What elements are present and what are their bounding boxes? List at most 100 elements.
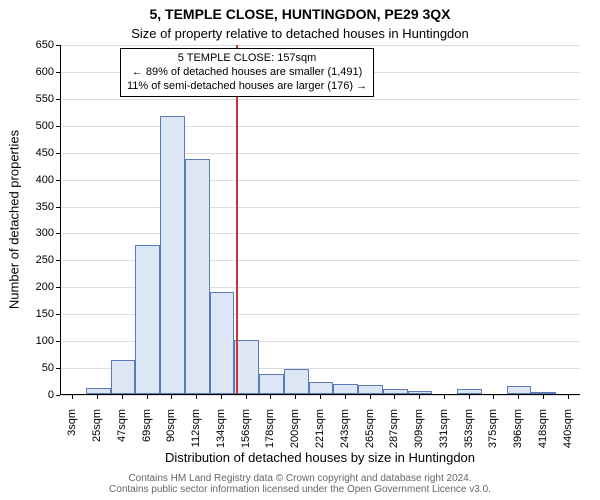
gridline xyxy=(61,126,580,127)
x-tick-label: 3sqm xyxy=(66,409,78,459)
y-tick-label: 550 xyxy=(24,93,54,105)
gridline xyxy=(61,99,580,100)
y-tick-mark xyxy=(56,126,60,127)
x-tick-label: 200sqm xyxy=(289,409,301,459)
x-tick-mark xyxy=(147,395,148,399)
histogram-bar xyxy=(507,386,532,394)
x-tick-label: 353sqm xyxy=(463,409,475,459)
x-tick-mark xyxy=(122,395,123,399)
x-tick-label: 396sqm xyxy=(512,409,524,459)
histogram-bar xyxy=(210,292,235,394)
histogram-bar xyxy=(111,360,136,394)
y-axis-title: Number of detached properties xyxy=(7,45,22,395)
x-tick-mark xyxy=(394,395,395,399)
x-tick-label: 418sqm xyxy=(537,409,549,459)
histogram-bar xyxy=(259,374,284,394)
histogram-bar xyxy=(408,391,433,394)
histogram-bar xyxy=(457,389,482,394)
histogram-bar xyxy=(333,384,358,394)
y-tick-mark xyxy=(56,260,60,261)
x-tick-mark xyxy=(493,395,494,399)
x-tick-mark xyxy=(543,395,544,399)
y-tick-mark xyxy=(56,287,60,288)
histogram-bar xyxy=(160,116,185,394)
x-tick-label: 375sqm xyxy=(487,409,499,459)
y-tick-label: 0 xyxy=(24,389,54,401)
y-tick-label: 200 xyxy=(24,281,54,293)
annotation-line: 5 TEMPLE CLOSE: 157sqm xyxy=(127,52,367,66)
y-tick-label: 50 xyxy=(24,362,54,374)
x-tick-mark xyxy=(370,395,371,399)
y-tick-mark xyxy=(56,233,60,234)
x-tick-mark xyxy=(270,395,271,399)
histogram-bar xyxy=(309,382,334,394)
histogram-bar xyxy=(185,159,210,394)
y-tick-label: 450 xyxy=(24,147,54,159)
gridline xyxy=(61,153,580,154)
x-tick-mark xyxy=(320,395,321,399)
x-tick-label: 112sqm xyxy=(190,409,202,459)
x-tick-label: 265sqm xyxy=(364,409,376,459)
histogram-bar xyxy=(383,389,408,394)
y-tick-mark xyxy=(56,341,60,342)
y-tick-mark xyxy=(56,45,60,46)
x-tick-label: 47sqm xyxy=(116,409,128,459)
x-tick-mark xyxy=(97,395,98,399)
footer: Contains HM Land Registry data © Crown c… xyxy=(0,473,600,495)
footer-line: Contains HM Land Registry data © Crown c… xyxy=(0,473,600,484)
annotation-line: ← 89% of detached houses are smaller (1,… xyxy=(127,66,367,80)
x-tick-label: 287sqm xyxy=(388,409,400,459)
histogram-bar xyxy=(531,392,556,394)
plot-area xyxy=(60,45,580,395)
x-tick-mark xyxy=(72,395,73,399)
y-tick-label: 600 xyxy=(24,66,54,78)
y-tick-label: 150 xyxy=(24,308,54,320)
x-tick-mark xyxy=(246,395,247,399)
y-tick-label: 250 xyxy=(24,254,54,266)
x-tick-mark xyxy=(444,395,445,399)
x-tick-label: 331sqm xyxy=(438,409,450,459)
x-tick-label: 156sqm xyxy=(240,409,252,459)
chart-subtitle: Size of property relative to detached ho… xyxy=(0,26,600,41)
y-tick-label: 500 xyxy=(24,120,54,132)
y-tick-label: 400 xyxy=(24,174,54,186)
reference-line xyxy=(236,45,238,394)
x-tick-mark xyxy=(568,395,569,399)
y-tick-mark xyxy=(56,395,60,396)
x-tick-mark xyxy=(469,395,470,399)
x-tick-label: 309sqm xyxy=(413,409,425,459)
chart-title: 5, TEMPLE CLOSE, HUNTINGDON, PE29 3QX xyxy=(0,6,600,22)
x-tick-mark xyxy=(345,395,346,399)
gridline xyxy=(61,45,580,46)
annotation-line: 11% of semi-detached houses are larger (… xyxy=(127,80,367,94)
y-tick-label: 100 xyxy=(24,335,54,347)
x-tick-mark xyxy=(221,395,222,399)
y-tick-mark xyxy=(56,72,60,73)
x-tick-label: 221sqm xyxy=(314,409,326,459)
histogram-bar xyxy=(284,369,309,394)
y-tick-mark xyxy=(56,99,60,100)
x-tick-label: 440sqm xyxy=(562,409,574,459)
y-tick-label: 300 xyxy=(24,227,54,239)
y-tick-mark xyxy=(56,314,60,315)
y-tick-label: 650 xyxy=(24,39,54,51)
footer-line: Contains public sector information licen… xyxy=(0,484,600,495)
y-tick-mark xyxy=(56,368,60,369)
y-tick-mark xyxy=(56,180,60,181)
histogram-bar xyxy=(86,388,111,394)
gridline xyxy=(61,180,580,181)
gridline xyxy=(61,207,580,208)
x-tick-label: 243sqm xyxy=(339,409,351,459)
x-tick-label: 90sqm xyxy=(165,409,177,459)
x-tick-mark xyxy=(171,395,172,399)
x-tick-mark xyxy=(295,395,296,399)
histogram-bar xyxy=(135,245,160,394)
annotation-box: 5 TEMPLE CLOSE: 157sqm ← 89% of detached… xyxy=(120,48,374,97)
x-tick-label: 69sqm xyxy=(141,409,153,459)
x-tick-mark xyxy=(419,395,420,399)
x-tick-label: 134sqm xyxy=(215,409,227,459)
y-tick-mark xyxy=(56,207,60,208)
x-tick-mark xyxy=(196,395,197,399)
x-tick-label: 25sqm xyxy=(91,409,103,459)
y-tick-label: 350 xyxy=(24,201,54,213)
